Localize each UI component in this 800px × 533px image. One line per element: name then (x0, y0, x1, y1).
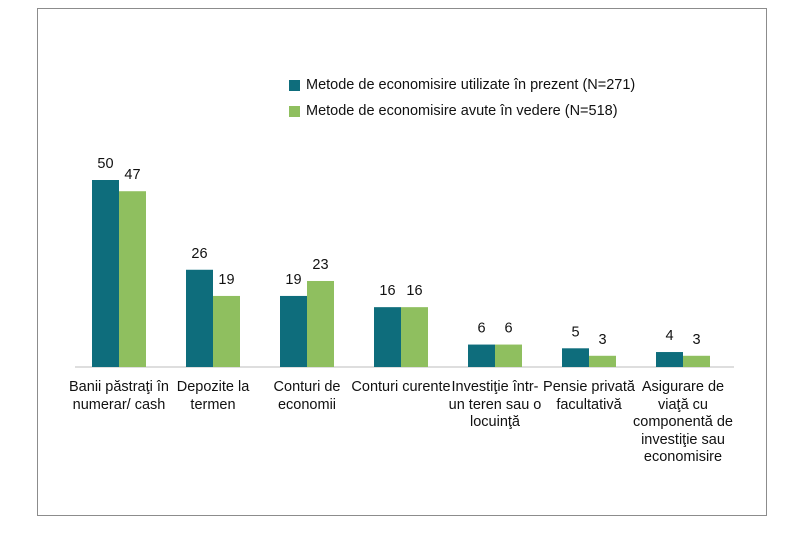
chart-frame (37, 8, 767, 516)
data-label: 23 (312, 257, 328, 273)
bar-planned (589, 355, 616, 367)
data-label: 4 (665, 328, 673, 344)
bar-current (562, 348, 589, 367)
legend-entry-current: Metode de economisire utilizate în preze… (289, 74, 635, 96)
data-label: 50 (97, 156, 113, 172)
bar-current (656, 352, 683, 367)
bar-current (186, 269, 213, 367)
data-label: 19 (285, 272, 301, 288)
data-label: 3 (692, 332, 700, 348)
legend: Metode de economisire utilizate în preze… (289, 74, 635, 126)
bar-planned (683, 355, 710, 367)
legend-label-planned: Metode de economisire avute în vedere (N… (306, 103, 618, 119)
bar-current (280, 295, 307, 367)
data-label: 3 (598, 332, 606, 348)
legend-swatch-planned (289, 105, 300, 117)
legend-label-current: Metode de economisire utilizate în preze… (306, 77, 636, 93)
bar-current (374, 307, 401, 367)
bar-planned (213, 295, 240, 367)
bar-planned (307, 280, 334, 367)
category-label: Depozite la termen (176, 379, 250, 413)
data-label: 16 (379, 283, 395, 299)
data-label: 6 (504, 321, 512, 337)
data-label: 19 (218, 272, 234, 288)
category-label: Banii păstraţi în numerar/ cash (69, 379, 169, 413)
bar-current (468, 344, 495, 367)
data-label: 6 (477, 321, 485, 337)
bars-group (92, 180, 710, 367)
category-label: Asigurare de viaţă cu componentă de inve… (633, 379, 733, 466)
bar-planned (495, 344, 522, 367)
category-label: Pensie privată facultativă (543, 379, 635, 413)
data-labels-group: 50 47 26 19 19 23 16 16 6 6 5 3 4 3 (97, 156, 700, 348)
data-label: 26 (191, 246, 207, 262)
bar-planned (119, 191, 146, 367)
category-label: Conturi de economii (273, 379, 341, 413)
category-label: Investiţie într-un teren sau o locuinţă (448, 379, 542, 431)
data-label: 5 (571, 324, 579, 340)
data-label: 16 (406, 283, 422, 299)
legend-swatch-current (289, 79, 300, 91)
legend-entry-planned: Metode de economisire avute în vedere (N… (289, 100, 635, 122)
bar-current (92, 180, 119, 367)
bar-planned (401, 307, 428, 367)
data-label: 47 (124, 167, 140, 183)
category-label: Conturi curente (351, 379, 451, 395)
